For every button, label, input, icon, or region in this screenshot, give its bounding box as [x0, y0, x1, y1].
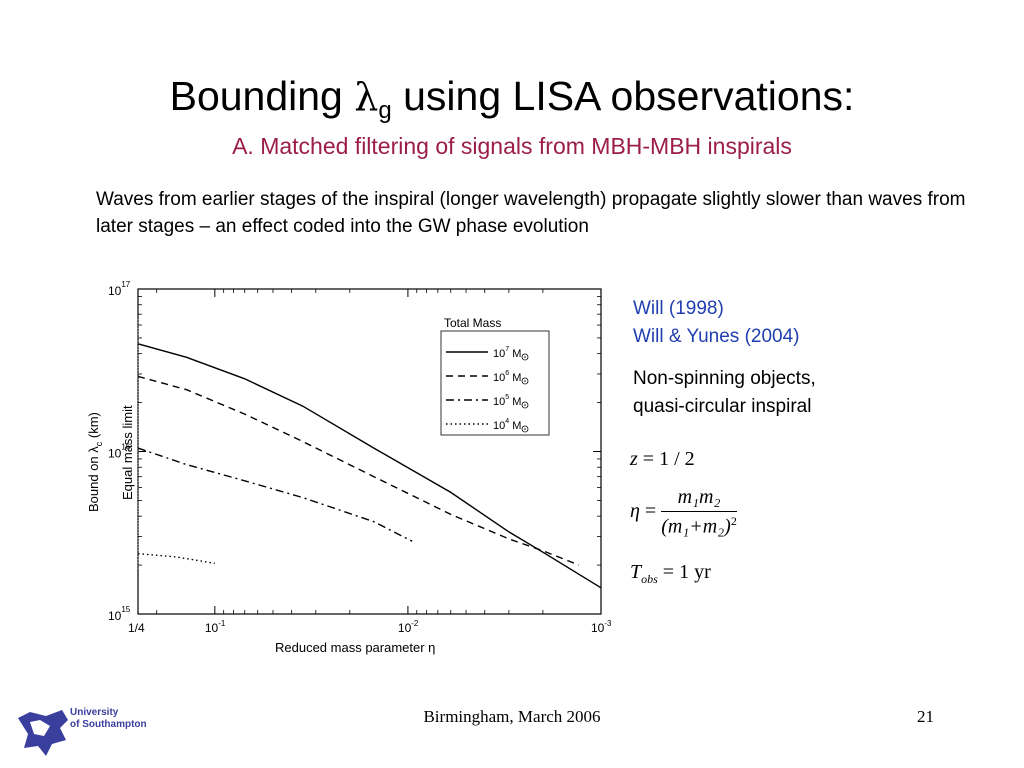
legend-label: 104 M — [493, 418, 521, 432]
x-axis-label: Reduced mass parameter η — [275, 640, 435, 655]
y-label-main: Bound on λ — [86, 446, 101, 512]
y-label-unit: (km) — [86, 412, 101, 442]
legend-label: 106 M — [493, 370, 521, 384]
equation-eta: η = m₁m₂ (m₁+m₂)2 — [630, 486, 737, 539]
lambda-symbol: λ — [354, 75, 379, 119]
y-axis-label-group: Bound on λc (km) — [86, 412, 104, 512]
sun-symbol-icon — [521, 401, 529, 409]
slide-title: Bounding λg using LISA observations: — [0, 68, 1024, 139]
sun-symbol-icon — [521, 425, 529, 433]
sun-symbol-icon — [521, 353, 529, 361]
y-tick-label: 1017 — [108, 280, 131, 298]
reference-will-yunes-2004: Will & Yunes (2004) — [633, 326, 800, 347]
reference-will-1998: Will (1998) — [633, 298, 724, 319]
eq-z-value: = 1 / 2 — [642, 448, 695, 470]
logo-line1: University — [70, 707, 119, 718]
eq-eta-exponent: 2 — [730, 514, 737, 528]
body-text: Waves from earlier stages of the inspira… — [96, 189, 966, 237]
logo-line2: of Southampton — [70, 719, 147, 730]
eq-t-symbol: T — [630, 561, 642, 583]
sun-symbol-dot-icon — [524, 404, 526, 406]
title-subscript: g — [378, 97, 392, 124]
equation-z: z = 1 / 2 — [630, 448, 695, 471]
chart-legend: Total Mass 107 M 106 M 105 M 104 M — [440, 316, 550, 436]
legend-box — [440, 330, 550, 436]
eq-t-value: = 1 yr — [662, 561, 711, 583]
slide-subtitle: A. Matched filtering of signals from MBH… — [232, 133, 792, 159]
note-nonspinning: Non-spinning objects, — [633, 368, 816, 389]
x-tick-label: 10-2 — [398, 619, 419, 635]
x-tick-label: 1/4 — [128, 621, 145, 635]
series-line-dashdot — [137, 447, 413, 542]
legend-label: 107 M — [493, 346, 521, 360]
page-number: 21 — [917, 707, 934, 726]
eq-eta-symbol: η — [630, 499, 640, 522]
eq-eta-denominator-wrap: (m₁+m₂)2 — [661, 512, 737, 539]
series-line-solid — [137, 343, 602, 589]
eq-eta-equals: = — [644, 499, 657, 522]
university-logo-icon — [18, 710, 68, 756]
eq-eta-denominator: (m₁+m₂) — [661, 515, 731, 538]
title-post: using LISA observations: — [391, 73, 855, 119]
equal-mass-label: Equal mass limit — [120, 405, 135, 500]
footer-text: Birmingham, March 2006 — [423, 707, 601, 726]
y-tick-label: 1015 — [108, 605, 131, 623]
sun-symbol-dot-icon — [524, 380, 526, 382]
eq-eta-fraction: m₁m₂ (m₁+m₂)2 — [661, 486, 737, 539]
equal-mass-line: Equal mass limit — [120, 319, 139, 569]
university-logo-text: University of Southampton — [70, 707, 147, 731]
y-label-sub: c — [94, 441, 104, 446]
series-line-dotted — [137, 553, 215, 564]
y-tick-label: 1016 — [108, 443, 131, 461]
x-tick-label: 10-3 — [591, 619, 612, 635]
legend-title: Total Mass — [444, 316, 501, 330]
equation-tobs: Tobs = 1 yr — [630, 561, 711, 587]
sun-symbol-dot-icon — [524, 356, 526, 358]
eq-t-subscript: obs — [641, 572, 658, 586]
eq-z-symbol: z — [630, 448, 638, 470]
series-line-dashed — [137, 375, 580, 566]
eq-eta-numerator: m₁m₂ — [661, 486, 737, 512]
sun-symbol-dot-icon — [524, 428, 526, 430]
title-pre: Bounding — [169, 73, 355, 119]
note-quasicircular: quasi-circular inspiral — [633, 396, 812, 417]
y-axis-label: Bound on λc (km) — [86, 412, 104, 512]
sun-symbol-icon — [521, 377, 529, 385]
legend-label: 105 M — [493, 394, 521, 408]
x-tick-label: 10-1 — [205, 619, 226, 635]
chart-series — [137, 343, 602, 589]
